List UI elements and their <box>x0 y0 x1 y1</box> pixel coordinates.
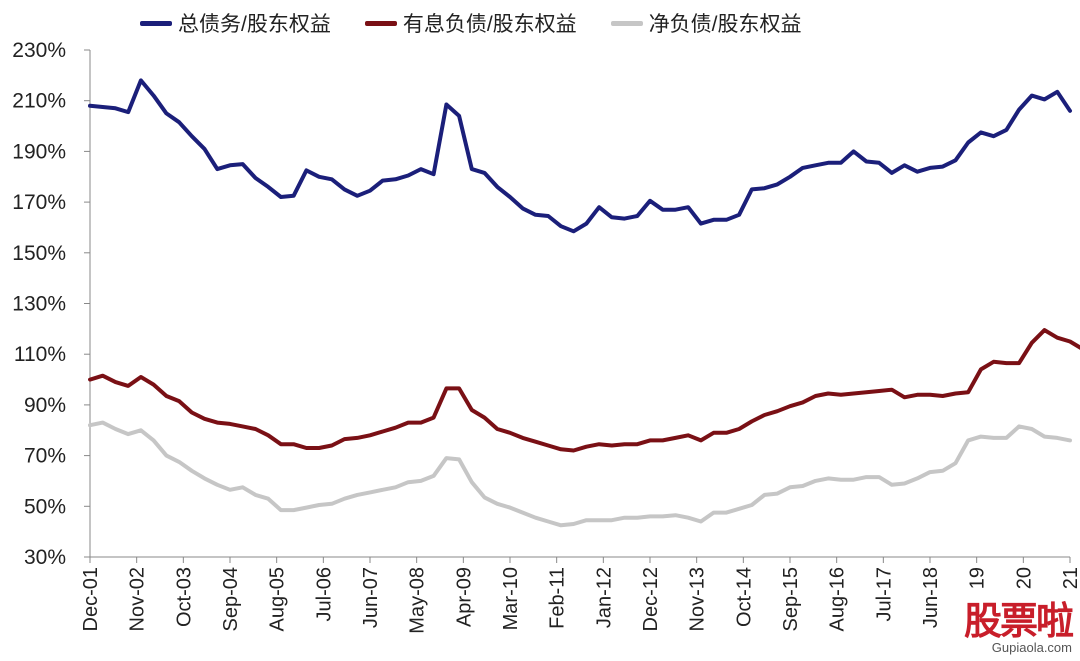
x-tick-label: Jan-12 <box>593 567 615 628</box>
x-tick-label: Dec-12 <box>640 567 662 631</box>
x-tick-label: Jul-17 <box>873 567 895 621</box>
series-layer <box>88 78 1080 528</box>
y-tick-label: 210% <box>12 90 66 113</box>
legend-label-total-debt: 总债务/股东权益 <box>178 13 331 36</box>
series-line-0 <box>88 78 1072 234</box>
y-tick-label: 90% <box>24 394 66 417</box>
x-tick-label: May-08 <box>407 567 429 634</box>
y-tick-label: 170% <box>12 191 66 214</box>
x-tick-label: Dec-01 <box>80 567 102 631</box>
legend-item-total-debt: 总债务/股东权益 <box>140 8 331 38</box>
x-tick-label: Jun-18 <box>920 567 942 628</box>
x-tick-label: Sep-15 <box>780 567 802 632</box>
watermark: 股票啦 Gupiaola.com <box>963 598 1074 656</box>
legend-swatch-net-debt <box>610 20 643 26</box>
legend-item-interest-debt: 有息负债/股东权益 <box>364 8 577 38</box>
x-tick-label: Apr-09 <box>453 567 475 627</box>
legend-item-net-debt: 净负债/股东权益 <box>610 8 802 38</box>
x-tick-label: Nov-13 <box>687 567 709 631</box>
y-axis: 30% 50% 70% 90% 110% 130% 150% 170% 190% 210% 230% <box>12 39 91 569</box>
legend-swatch-total-debt <box>140 20 172 26</box>
x-tick-label: Mar-10 <box>500 567 522 630</box>
y-tick-label: 30% <box>24 546 66 569</box>
x-tick-label: Feb-11 <box>547 567 569 629</box>
legend-label-net-debt: 净负债/股东权益 <box>648 13 802 36</box>
series-line-2 <box>88 420 1072 528</box>
x-axis: Dec-01 Nov-02 Oct-03 Sep-04 Aug-05 Jul-06 Jun-… <box>80 556 1080 634</box>
y-tick-label: 130% <box>12 293 66 316</box>
watermark-url: Gupiaola.com <box>991 640 1072 655</box>
series-line-1 <box>88 328 1080 453</box>
x-tick-label: Oct-14 <box>733 567 755 627</box>
watermark-logo: 股票啦 <box>963 598 1074 643</box>
x-tick-label: Aug-16 <box>827 567 849 632</box>
x-tick-label: 20 <box>1013 567 1035 589</box>
legend-swatch-interest-debt <box>364 20 397 26</box>
x-tick-label: Aug-05 <box>267 567 289 632</box>
x-tick-label: Sep-04 <box>220 567 242 632</box>
chart-legend: 总债务/股东权益 有息负债/股东权益 净负债/股东权益 <box>140 8 802 38</box>
legend-label-interest-debt: 有息负债/股东权益 <box>402 13 577 36</box>
x-tick-label: Jun-07 <box>360 567 382 628</box>
y-tick-label: 150% <box>12 242 66 265</box>
y-tick-label: 230% <box>12 39 66 62</box>
x-tick-label: Nov-02 <box>127 567 149 631</box>
y-tick-label: 50% <box>24 495 66 518</box>
y-tick-label: 110% <box>14 343 66 366</box>
y-tick-label: 70% <box>24 445 66 468</box>
x-tick-label: Oct-03 <box>173 567 195 627</box>
x-tick-label: 21 <box>1060 567 1080 589</box>
x-tick-label: 19 <box>967 567 989 589</box>
x-tick-label: Jul-06 <box>313 567 335 621</box>
y-tick-label: 190% <box>12 140 66 163</box>
